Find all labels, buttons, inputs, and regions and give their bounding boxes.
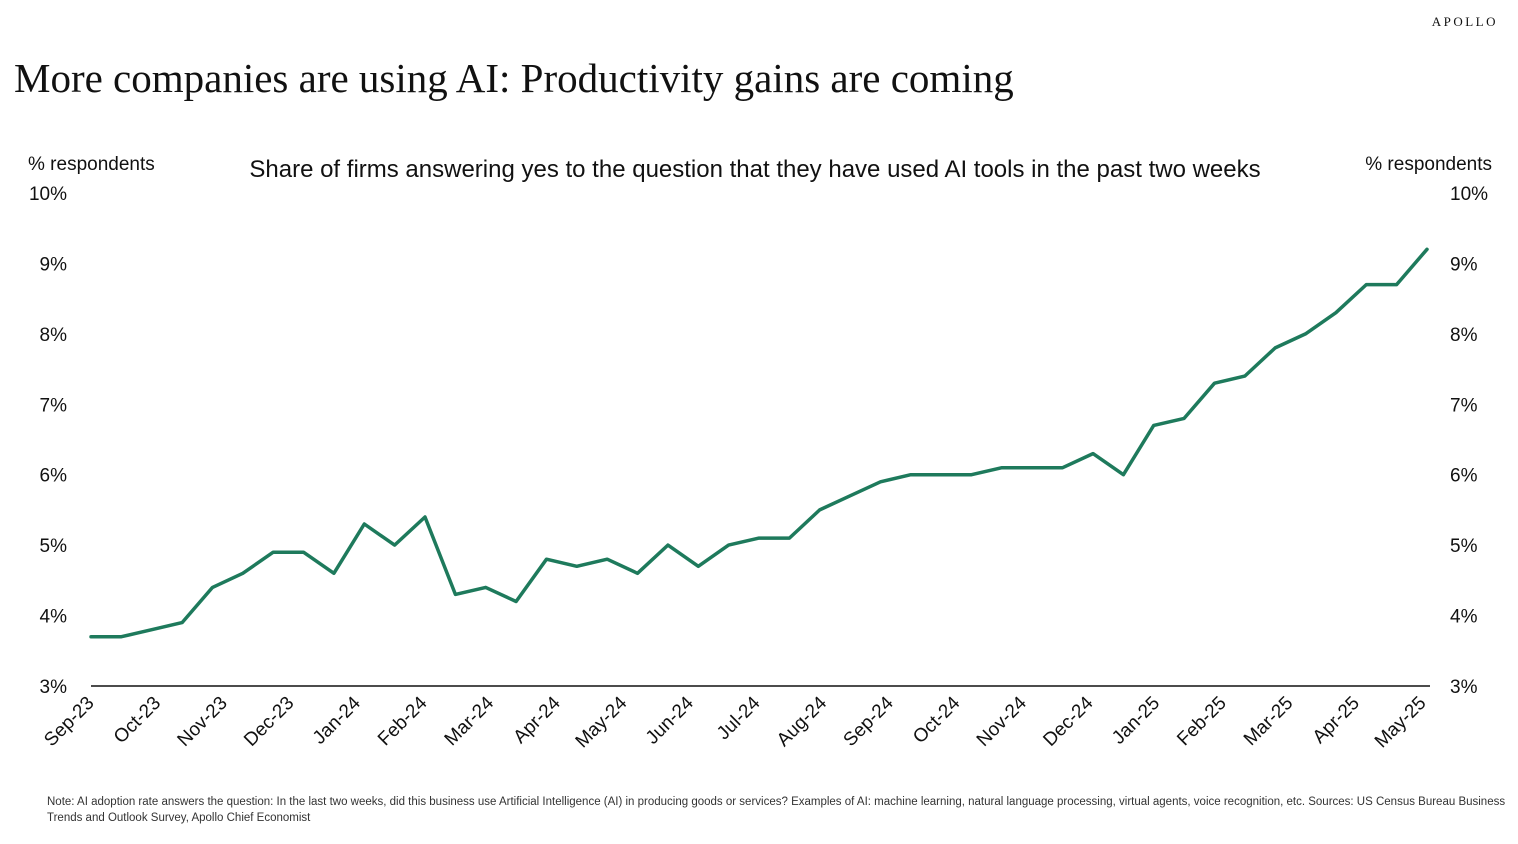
data-point: [970, 473, 974, 477]
y-tick-left: 3%: [40, 677, 68, 698]
y-tick-right: 6%: [1450, 466, 1478, 487]
data-point: [818, 508, 822, 512]
data-point: [180, 621, 184, 625]
chart-title: Share of firms answering yes to the ques…: [249, 156, 1261, 183]
x-tick: Oct-24: [909, 692, 964, 747]
y-axis-right: 3% 4% 5% 6% 7% 8% 9% 10%: [1450, 184, 1488, 698]
data-point: [666, 543, 670, 547]
y-tick-right: 5%: [1450, 536, 1478, 557]
y-tick-right: 10%: [1450, 184, 1488, 205]
data-point: [1152, 423, 1156, 427]
data-point: [909, 473, 913, 477]
data-point: [423, 515, 427, 519]
y-axis-right-label: % respondents: [1365, 154, 1492, 175]
data-point: [545, 557, 549, 561]
x-tick: Feb-25: [1173, 693, 1230, 750]
x-axis: Sep-23 Oct-23 Nov-23 Dec-23 Jan-24 Feb-24 Mar-…: [40, 692, 1430, 752]
data-point: [1030, 466, 1034, 470]
data-point: [787, 536, 791, 540]
y-tick-right: 4%: [1450, 607, 1478, 628]
y-axis-left-label: % respondents: [28, 154, 155, 175]
x-tick: Mar-24: [441, 692, 499, 750]
data-point: [1425, 247, 1429, 251]
x-tick: Nov-24: [973, 692, 1031, 750]
x-tick: Jan-25: [1108, 693, 1164, 749]
data-point: [453, 592, 457, 596]
data-point: [1395, 283, 1399, 287]
data-point: [271, 550, 275, 554]
data-point: [1334, 311, 1338, 315]
data-point: [119, 635, 123, 639]
y-tick-left: 10%: [29, 184, 67, 205]
line-chart: 3% 4% 5% 6% 7% 8% 9% 10% 3% 4% 5% 6% 7% 8% 9% 10% Sep-…: [29, 184, 1488, 752]
x-tick: Sep-23: [40, 693, 98, 751]
y-tick-left: 8%: [40, 325, 68, 346]
y-tick-left: 6%: [40, 466, 68, 487]
data-point: [150, 628, 154, 632]
data-point: [1000, 466, 1004, 470]
y-tick-left: 7%: [40, 395, 68, 416]
x-tick: Dec-23: [240, 693, 298, 751]
y-tick-right: 8%: [1450, 325, 1478, 346]
data-point: [1061, 466, 1065, 470]
data-point: [879, 480, 883, 484]
data-point: [1091, 452, 1095, 456]
data-point: [696, 564, 700, 568]
data-point: [393, 543, 397, 547]
x-tick: May-25: [1371, 693, 1431, 753]
data-point: [757, 536, 761, 540]
footnote: Note: AI adoption rate answers the quest…: [47, 796, 1506, 824]
brand-logo: APOLLO: [1431, 14, 1498, 29]
data-point: [939, 473, 943, 477]
y-tick-right: 3%: [1450, 677, 1478, 698]
data-point: [89, 635, 93, 639]
x-tick: Mar-25: [1240, 693, 1297, 750]
data-point: [302, 550, 306, 554]
data-point: [1364, 283, 1368, 287]
data-point: [1304, 332, 1308, 336]
series-line-ai-adoption: [89, 247, 1429, 639]
x-tick: Feb-24: [374, 692, 432, 750]
page-title: More companies are using AI: Productivit…: [14, 55, 1014, 101]
y-tick-left: 4%: [40, 607, 68, 628]
data-point: [1213, 381, 1217, 385]
data-point: [1121, 473, 1125, 477]
x-tick: Oct-23: [110, 693, 165, 748]
data-point: [605, 557, 609, 561]
x-tick: Apr-25: [1309, 693, 1364, 748]
x-tick: Sep-24: [840, 692, 898, 750]
data-point: [1182, 416, 1186, 420]
x-tick: Dec-24: [1039, 692, 1097, 750]
data-point: [332, 571, 336, 575]
x-tick: Nov-23: [174, 693, 232, 751]
y-tick-right: 7%: [1450, 395, 1478, 416]
x-tick: Jul-24: [713, 692, 765, 744]
y-tick-left: 5%: [40, 536, 68, 557]
x-tick: May-24: [572, 692, 632, 752]
x-tick: Aug-24: [773, 692, 831, 750]
series-points: [89, 247, 1429, 638]
x-tick: Jun-24: [642, 692, 698, 748]
data-point: [636, 571, 640, 575]
x-tick: Jan-24: [309, 692, 365, 748]
data-point: [1243, 374, 1247, 378]
data-point: [1273, 346, 1277, 350]
y-axis-left: 3% 4% 5% 6% 7% 8% 9% 10%: [29, 184, 67, 698]
y-tick-left: 9%: [40, 254, 68, 275]
data-point: [848, 494, 852, 498]
data-point: [362, 522, 366, 526]
data-point: [241, 571, 245, 575]
data-point: [514, 600, 518, 604]
data-point: [727, 543, 731, 547]
y-tick-right: 9%: [1450, 254, 1478, 275]
data-point: [211, 585, 215, 589]
data-point: [484, 585, 488, 589]
x-tick: Apr-24: [510, 692, 565, 747]
data-point: [575, 564, 579, 568]
